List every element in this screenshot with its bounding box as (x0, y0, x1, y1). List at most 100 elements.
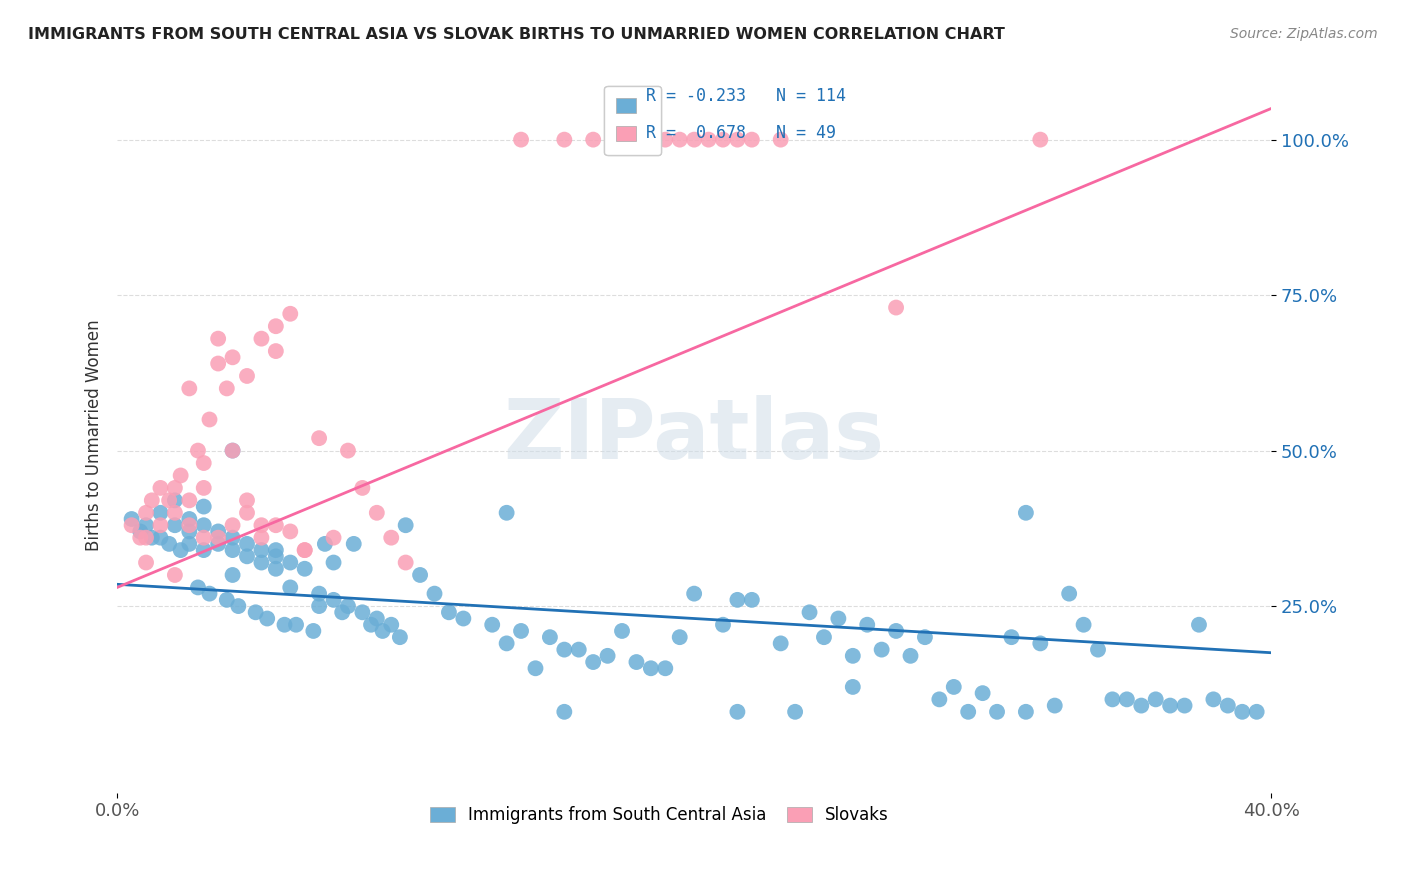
Point (314, 537, 336, 551)
Point (366, 611, 388, 625)
Text: Source: ZipAtlas.com: Source: ZipAtlas.com (1230, 27, 1378, 41)
Point (236, 368, 259, 383)
Point (769, 133, 792, 147)
Point (169, 543, 191, 558)
Point (163, 481, 186, 495)
Point (842, 680, 865, 694)
Point (870, 642, 893, 657)
Point (371, 624, 394, 638)
Point (193, 456, 215, 470)
Point (884, 301, 907, 315)
Point (1202, 692, 1225, 706)
Point (273, 617, 295, 632)
Point (683, 133, 706, 147)
Point (1159, 698, 1181, 713)
Point (264, 319, 287, 334)
Point (221, 443, 243, 458)
Point (813, 630, 835, 644)
Point (163, 506, 186, 520)
Point (278, 307, 301, 321)
Point (741, 592, 763, 607)
Point (553, 705, 575, 719)
Point (510, 624, 533, 638)
Point (264, 518, 287, 533)
Point (352, 481, 374, 495)
Point (256, 611, 278, 625)
Point (308, 599, 330, 613)
Point (215, 381, 238, 395)
Point (135, 506, 157, 520)
Point (135, 556, 157, 570)
Point (884, 624, 907, 638)
Point (785, 705, 807, 719)
Point (228, 599, 250, 613)
Point (1073, 617, 1095, 632)
Point (1144, 692, 1167, 706)
Point (972, 686, 994, 700)
Point (250, 556, 273, 570)
Point (278, 524, 301, 539)
Point (1000, 630, 1022, 644)
Point (330, 605, 353, 619)
Point (308, 587, 330, 601)
Point (294, 543, 316, 558)
Point (264, 543, 287, 558)
Point (610, 624, 633, 638)
Point (668, 630, 690, 644)
Point (343, 537, 366, 551)
Point (322, 556, 344, 570)
Point (322, 592, 344, 607)
Y-axis label: Births to Unmarried Women: Births to Unmarried Women (86, 319, 103, 551)
Point (380, 531, 402, 545)
Point (640, 661, 662, 675)
Point (207, 524, 229, 539)
Point (236, 537, 259, 551)
Point (169, 468, 191, 483)
Legend: Immigrants from South Central Asia, Slovaks: Immigrants from South Central Asia, Slov… (420, 797, 898, 834)
Point (193, 543, 215, 558)
Point (582, 655, 605, 669)
Point (495, 636, 517, 650)
Point (697, 133, 720, 147)
Point (179, 518, 201, 533)
Point (596, 648, 619, 663)
Point (187, 581, 209, 595)
Point (640, 133, 662, 147)
Point (626, 655, 648, 669)
Point (294, 562, 316, 576)
Point (221, 443, 243, 458)
Point (453, 611, 475, 625)
Point (352, 605, 374, 619)
Point (285, 617, 308, 632)
Point (187, 443, 209, 458)
Point (1246, 705, 1268, 719)
Point (1015, 705, 1038, 719)
Point (179, 512, 201, 526)
Point (668, 133, 690, 147)
Point (538, 630, 561, 644)
Point (302, 624, 325, 638)
Point (179, 524, 201, 539)
Point (524, 661, 547, 675)
Point (236, 549, 259, 564)
Text: R = -0.233   N = 114: R = -0.233 N = 114 (645, 87, 845, 105)
Point (149, 518, 172, 533)
Point (553, 642, 575, 657)
Point (510, 133, 533, 147)
Point (1188, 617, 1211, 632)
Point (193, 500, 215, 514)
Point (250, 531, 273, 545)
Point (942, 680, 965, 694)
Point (157, 493, 180, 508)
Point (380, 617, 402, 632)
Point (141, 531, 163, 545)
Point (163, 568, 186, 582)
Point (207, 537, 229, 551)
Point (250, 543, 273, 558)
Point (1087, 642, 1109, 657)
Point (221, 568, 243, 582)
Point (221, 531, 243, 545)
Point (264, 562, 287, 576)
Point (193, 531, 215, 545)
Point (900, 648, 922, 663)
